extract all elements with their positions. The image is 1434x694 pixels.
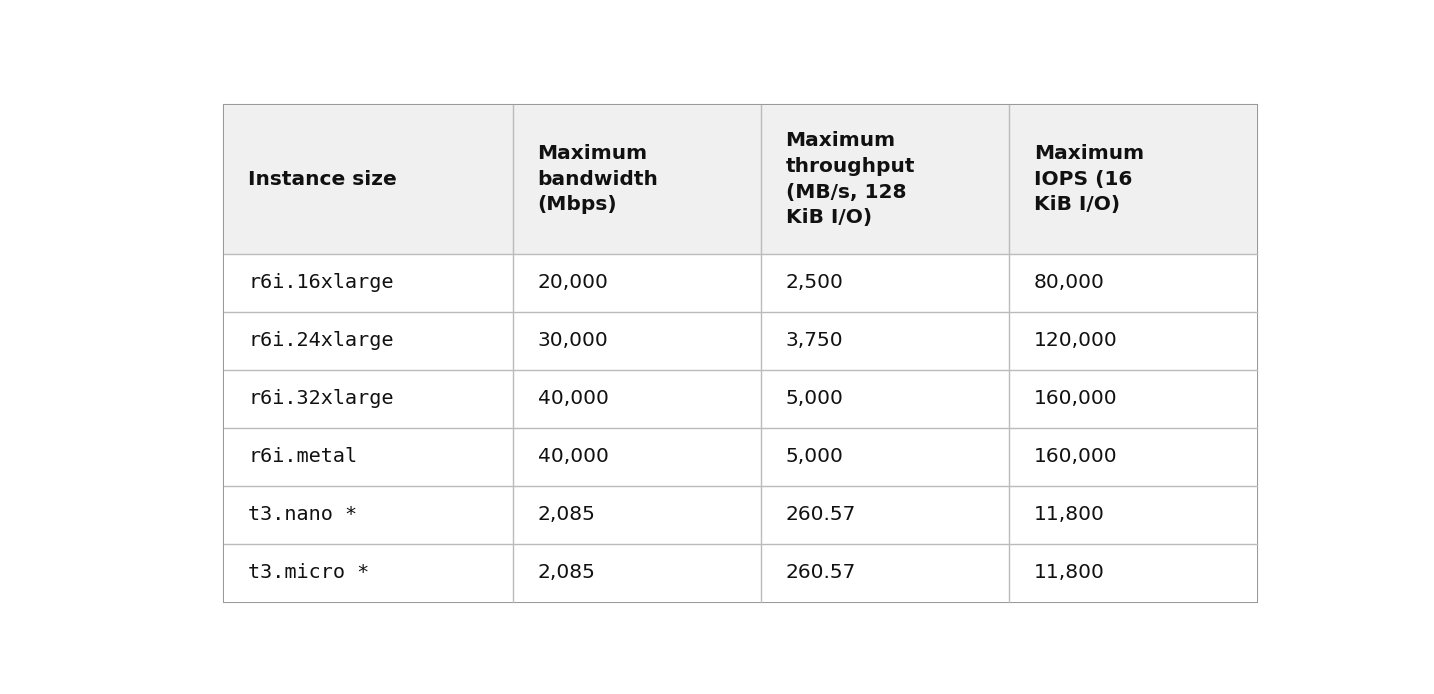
- Text: 260.57: 260.57: [786, 563, 856, 582]
- Text: 3,750: 3,750: [786, 331, 843, 350]
- Text: 80,000: 80,000: [1034, 273, 1104, 292]
- Text: 40,000: 40,000: [538, 389, 608, 408]
- Text: 160,000: 160,000: [1034, 389, 1117, 408]
- Text: 5,000: 5,000: [786, 447, 843, 466]
- Text: r6i.16xlarge: r6i.16xlarge: [248, 273, 394, 292]
- Text: 2,085: 2,085: [538, 563, 595, 582]
- Text: r6i.metal: r6i.metal: [248, 447, 357, 466]
- Text: 20,000: 20,000: [538, 273, 608, 292]
- Text: t3.nano *: t3.nano *: [248, 505, 357, 524]
- Text: 160,000: 160,000: [1034, 447, 1117, 466]
- Text: Maximum
throughput
(MB/s, 128
KiB I/O): Maximum throughput (MB/s, 128 KiB I/O): [786, 131, 915, 228]
- Text: t3.micro *: t3.micro *: [248, 563, 370, 582]
- Text: 11,800: 11,800: [1034, 505, 1104, 524]
- Text: r6i.24xlarge: r6i.24xlarge: [248, 331, 394, 350]
- Text: 2,500: 2,500: [786, 273, 843, 292]
- Text: 260.57: 260.57: [786, 505, 856, 524]
- Text: Instance size: Instance size: [248, 170, 397, 189]
- Text: 40,000: 40,000: [538, 447, 608, 466]
- Text: 30,000: 30,000: [538, 331, 608, 350]
- Text: Maximum
bandwidth
(Mbps): Maximum bandwidth (Mbps): [538, 144, 658, 214]
- Text: 120,000: 120,000: [1034, 331, 1117, 350]
- Text: 5,000: 5,000: [786, 389, 843, 408]
- Text: 11,800: 11,800: [1034, 563, 1104, 582]
- Text: r6i.32xlarge: r6i.32xlarge: [248, 389, 394, 408]
- Text: 2,085: 2,085: [538, 505, 595, 524]
- Text: Maximum
IOPS (16
KiB I/O): Maximum IOPS (16 KiB I/O): [1034, 144, 1144, 214]
